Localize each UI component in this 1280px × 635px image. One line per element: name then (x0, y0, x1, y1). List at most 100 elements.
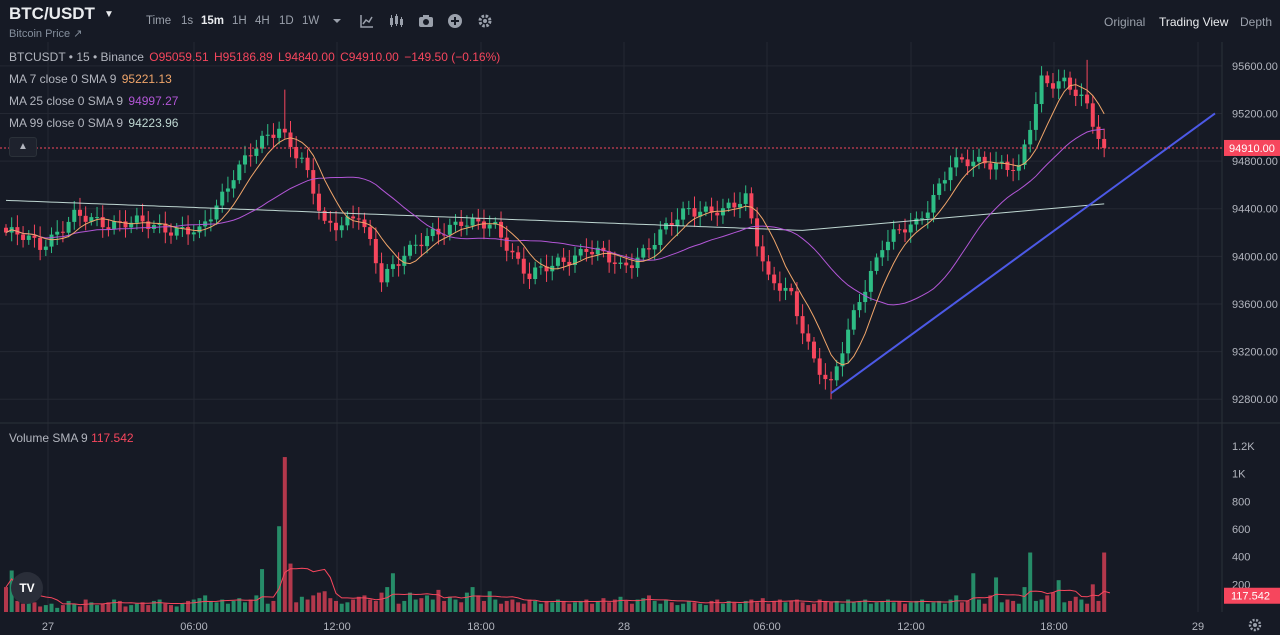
volume-bar (476, 595, 481, 612)
volume-bar (351, 599, 356, 612)
candle-body (646, 248, 651, 250)
view-trading-view[interactable]: Trading View (1159, 15, 1229, 29)
volume-bar (629, 603, 634, 612)
ma25-row[interactable]: MA 25 close 0 SMA 9 94997.27 (9, 94, 502, 116)
volume-bar (242, 602, 247, 612)
candle-body (328, 220, 333, 223)
candle-body (573, 255, 577, 266)
volume-bar (214, 602, 219, 612)
interval-15m[interactable]: 15m (201, 15, 225, 27)
volume-bar (220, 599, 225, 612)
candle-body (499, 221, 504, 238)
volume-bar (305, 599, 310, 612)
candle-body (954, 157, 959, 168)
volume-bar (390, 573, 395, 612)
volume-bar (322, 591, 327, 612)
volume-bar (134, 603, 139, 612)
candle-body (567, 261, 572, 266)
volume-bar (49, 603, 54, 612)
candle-body (470, 218, 475, 226)
time-button[interactable]: Time (146, 15, 172, 27)
candle-body (959, 157, 964, 160)
camera-icon[interactable] (417, 12, 435, 30)
candle-body (123, 221, 128, 228)
volume-bar (413, 599, 418, 612)
volume-bar (846, 599, 851, 612)
candle-body (897, 229, 902, 231)
volume-bar (1096, 600, 1101, 612)
volume-bar (1028, 552, 1033, 612)
chevron-down-icon[interactable] (328, 12, 346, 30)
candle-body (271, 134, 276, 138)
candle-body (282, 128, 287, 133)
candle-body (299, 157, 304, 159)
candle-body (146, 221, 151, 229)
symbol-title[interactable]: BTC/USDT (9, 4, 95, 23)
candle-body (237, 164, 242, 181)
interval-1h[interactable]: 1H (232, 15, 247, 27)
volume-sma-label: 117.542 (1231, 591, 1270, 603)
candle-body (937, 183, 942, 195)
candle-body (783, 287, 788, 291)
candle-body (874, 257, 879, 271)
volume-bar (442, 600, 447, 612)
volume-bar (328, 598, 333, 612)
volume-bar (208, 600, 213, 612)
interval-1w[interactable]: 1W (302, 15, 320, 27)
volume-bar (43, 605, 48, 612)
gear-icon[interactable] (476, 12, 494, 30)
volume-bar (402, 600, 407, 612)
volume-bar (595, 600, 600, 612)
candle-body (208, 219, 213, 222)
volume-bar (254, 595, 259, 612)
volume-sma-line (5, 567, 1111, 606)
volume-bar (521, 603, 526, 612)
volume-bar (260, 569, 265, 612)
chevron-down-icon[interactable]: ▼ (104, 9, 114, 20)
candle-body (356, 218, 361, 220)
candle-body (618, 262, 623, 264)
candle-body (459, 221, 464, 226)
interval-1s[interactable]: 1s (181, 15, 194, 27)
candle-body (777, 283, 782, 291)
candle-body (652, 244, 657, 250)
candle-body (1056, 81, 1061, 89)
ma7-row[interactable]: MA 7 close 0 SMA 9 95221.13 (9, 72, 502, 94)
candle-body (265, 134, 270, 136)
candle-body (134, 215, 139, 223)
subtitle-link[interactable]: Bitcoin Price ↗ (9, 28, 83, 40)
indicators-icon[interactable] (358, 12, 376, 30)
volume-bar (362, 595, 367, 612)
volume-bar (470, 587, 475, 612)
add-icon[interactable] (446, 12, 464, 30)
volume-bar (817, 599, 822, 612)
ma99-row[interactable]: MA 99 close 0 SMA 9 94223.96 (9, 116, 502, 138)
candle-body (629, 265, 634, 269)
candle-body (311, 170, 316, 194)
view-depth[interactable]: Depth (1240, 15, 1273, 29)
candle-body (811, 341, 816, 359)
ma99-value: 94223.96 (128, 116, 179, 130)
volume-bar (538, 603, 543, 612)
volume-bar (430, 599, 435, 612)
candle-body (516, 252, 521, 259)
candle-body (368, 227, 373, 240)
candle-body (971, 161, 976, 167)
candle-body (72, 209, 77, 222)
candle-body (464, 225, 469, 227)
chevron-up-icon[interactable]: ▲ (9, 137, 37, 157)
candle-body (1085, 94, 1090, 104)
candle-body (885, 241, 890, 251)
tradingview-logo[interactable]: TV (11, 572, 43, 604)
candle-type-icon[interactable] (387, 12, 405, 30)
view-original[interactable]: Original (1104, 15, 1146, 29)
candle-body (174, 227, 179, 236)
interval-1d[interactable]: 1D (279, 15, 294, 27)
interval-4h[interactable]: 4H (255, 15, 270, 27)
candle-body (800, 316, 805, 334)
gear-icon[interactable] (1247, 617, 1263, 633)
candle-body (112, 221, 117, 230)
candle-body (965, 159, 970, 167)
candle-body (686, 208, 691, 210)
